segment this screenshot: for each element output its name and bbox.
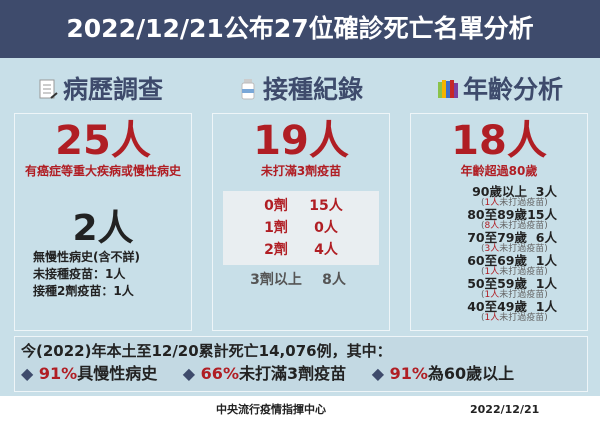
age-row: 60至69歲 1人 bbox=[467, 253, 557, 268]
age-row: 90歲以上 3人 bbox=[472, 184, 557, 199]
summary-item: ◆ 91%具慢性病史 bbox=[21, 364, 158, 383]
footer-date: 2022/12/21 bbox=[470, 403, 540, 416]
history-panel: 25人 有癌症等重大疾病或慢性病史 2人 無慢性病史(含不詳) 未接種疫苗：1人… bbox=[14, 113, 192, 331]
vaccination-panel: 19人 未打滿3劑疫苗 0劑 15人 1劑 0人 2劑 4人 3劑以上 8人 bbox=[212, 113, 390, 331]
age-unvaccinated-note: (1人未打過疫苗) bbox=[481, 198, 548, 208]
age-unvaccinated-note: (3人未打過疫苗) bbox=[481, 244, 548, 254]
diamond-icon: ◆ bbox=[21, 364, 34, 383]
vaccine-vial-icon bbox=[241, 79, 255, 100]
diamond-icon: ◆ bbox=[371, 364, 384, 383]
section-title-age: 年齡分析 bbox=[410, 70, 590, 106]
dose-row-3plus: 3劑以上 8人 bbox=[250, 272, 346, 288]
dose-row: 2劑 4人 bbox=[264, 242, 338, 258]
footer-org: 中央流行疫情指揮中心 bbox=[216, 403, 326, 416]
footer: 中央流行疫情指揮中心 2022/12/21 bbox=[0, 396, 600, 424]
dose-row: 0劑 15人 bbox=[264, 198, 343, 214]
diamond-icon: ◆ bbox=[182, 364, 196, 383]
books-icon bbox=[437, 80, 458, 98]
summary-box: 今(2022)年本土至12/20累計死亡14,076例，其中： ◆ 91%具慢性… bbox=[14, 336, 588, 392]
summary-item: ◆ 91%為60歲以上 bbox=[371, 364, 515, 383]
age-unvaccinated-note: (1人未打過疫苗) bbox=[481, 313, 548, 323]
page-title: 2022/12/21公布27位確診死亡名單分析 bbox=[0, 0, 600, 58]
age-unvaccinated-note: (8人未打過疫苗) bbox=[481, 221, 548, 231]
age-row: 80至89歲15人 bbox=[467, 207, 557, 222]
dose-row: 1劑 0人 bbox=[264, 220, 338, 236]
dose-table: 0劑 15人 1劑 0人 2劑 4人 bbox=[223, 191, 379, 265]
section-title-history: 病歷調查 bbox=[10, 70, 190, 106]
document-icon bbox=[39, 79, 58, 99]
section-title-vaccination: 接種紀錄 bbox=[210, 70, 390, 106]
age-row: 40至49歲 1人 bbox=[467, 299, 557, 314]
age-unvaccinated-note: (1人未打過疫苗) bbox=[481, 290, 548, 300]
summary-item: ◆ 66%未打滿3劑疫苗 bbox=[182, 364, 347, 383]
age-unvaccinated-note: (1人未打過疫苗) bbox=[481, 267, 548, 277]
age-row: 50至59歲 1人 bbox=[467, 276, 557, 291]
age-panel: 18人 年齡超過80歲 90歲以上 3人 (1人未打過疫苗) 80至89歲15人 (… bbox=[410, 113, 588, 331]
age-row: 70至79歲 6人 bbox=[467, 230, 557, 245]
